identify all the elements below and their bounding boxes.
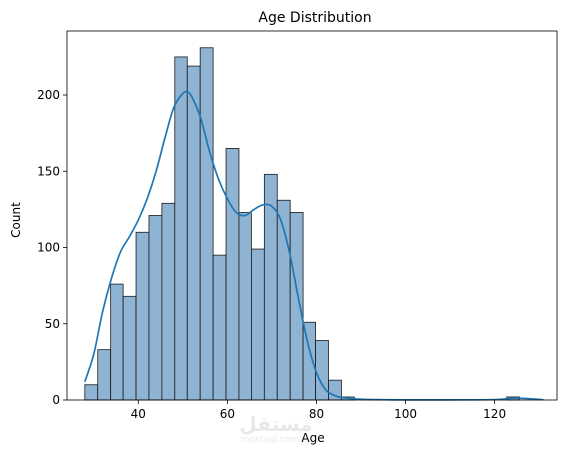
histogram-bar [110, 283, 124, 401]
histogram-bar [238, 212, 252, 401]
histogram-bar [161, 202, 176, 401]
y-tick-label: 200 [37, 88, 60, 102]
x-tick-label: 120 [483, 407, 506, 421]
histogram-bar [148, 215, 163, 401]
x-axis-label: Age [301, 431, 324, 445]
y-tick-label: 100 [37, 241, 60, 255]
histogram-bar [225, 148, 240, 401]
watermark-text: مستقل [239, 412, 312, 436]
histogram-bar [97, 349, 112, 401]
y-tick-label: 50 [45, 317, 60, 331]
y-tick-label: 0 [52, 393, 60, 407]
histogram-bar [186, 65, 201, 401]
histogram-bar [84, 384, 99, 401]
y-tick-label: 150 [37, 164, 60, 178]
chart-title: Age Distribution [258, 10, 371, 26]
plot-frame [66, 30, 558, 401]
y-axis-label: Count [9, 202, 23, 238]
watermark-logo: مستقل mostaql.com [239, 412, 312, 445]
histogram-bar [135, 231, 150, 401]
x-tick-label: 60 [220, 407, 235, 421]
histogram-bar [199, 47, 214, 401]
histogram-bar [263, 173, 278, 401]
y-axis-ticks: 0 50 100 150 200 [37, 88, 67, 407]
x-tick-label: 100 [394, 407, 417, 421]
histogram-bars [84, 47, 520, 401]
histogram-bar [174, 56, 188, 401]
histogram-bar [289, 212, 304, 401]
x-tick-label: 80 [309, 407, 324, 421]
histogram-bar [122, 295, 137, 401]
histogram-bar [212, 254, 227, 401]
x-tick-label: 40 [131, 407, 146, 421]
histogram-bar [251, 248, 265, 401]
watermark-subtext: mostaql.com [241, 435, 299, 445]
x-axis-ticks: 40 60 80 100 120 [131, 400, 506, 421]
